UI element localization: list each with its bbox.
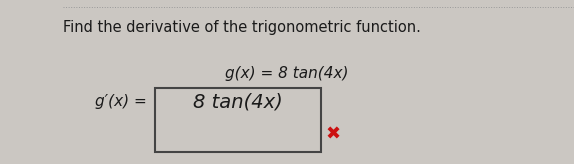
Text: ✖: ✖ — [325, 125, 340, 144]
FancyBboxPatch shape — [155, 88, 321, 152]
Text: g(x) = 8 tan(4x): g(x) = 8 tan(4x) — [225, 66, 349, 81]
Text: g′(x) =: g′(x) = — [95, 94, 152, 109]
Text: 8 tan(4x): 8 tan(4x) — [193, 92, 283, 111]
Text: Find the derivative of the trigonometric function.: Find the derivative of the trigonometric… — [63, 20, 421, 35]
